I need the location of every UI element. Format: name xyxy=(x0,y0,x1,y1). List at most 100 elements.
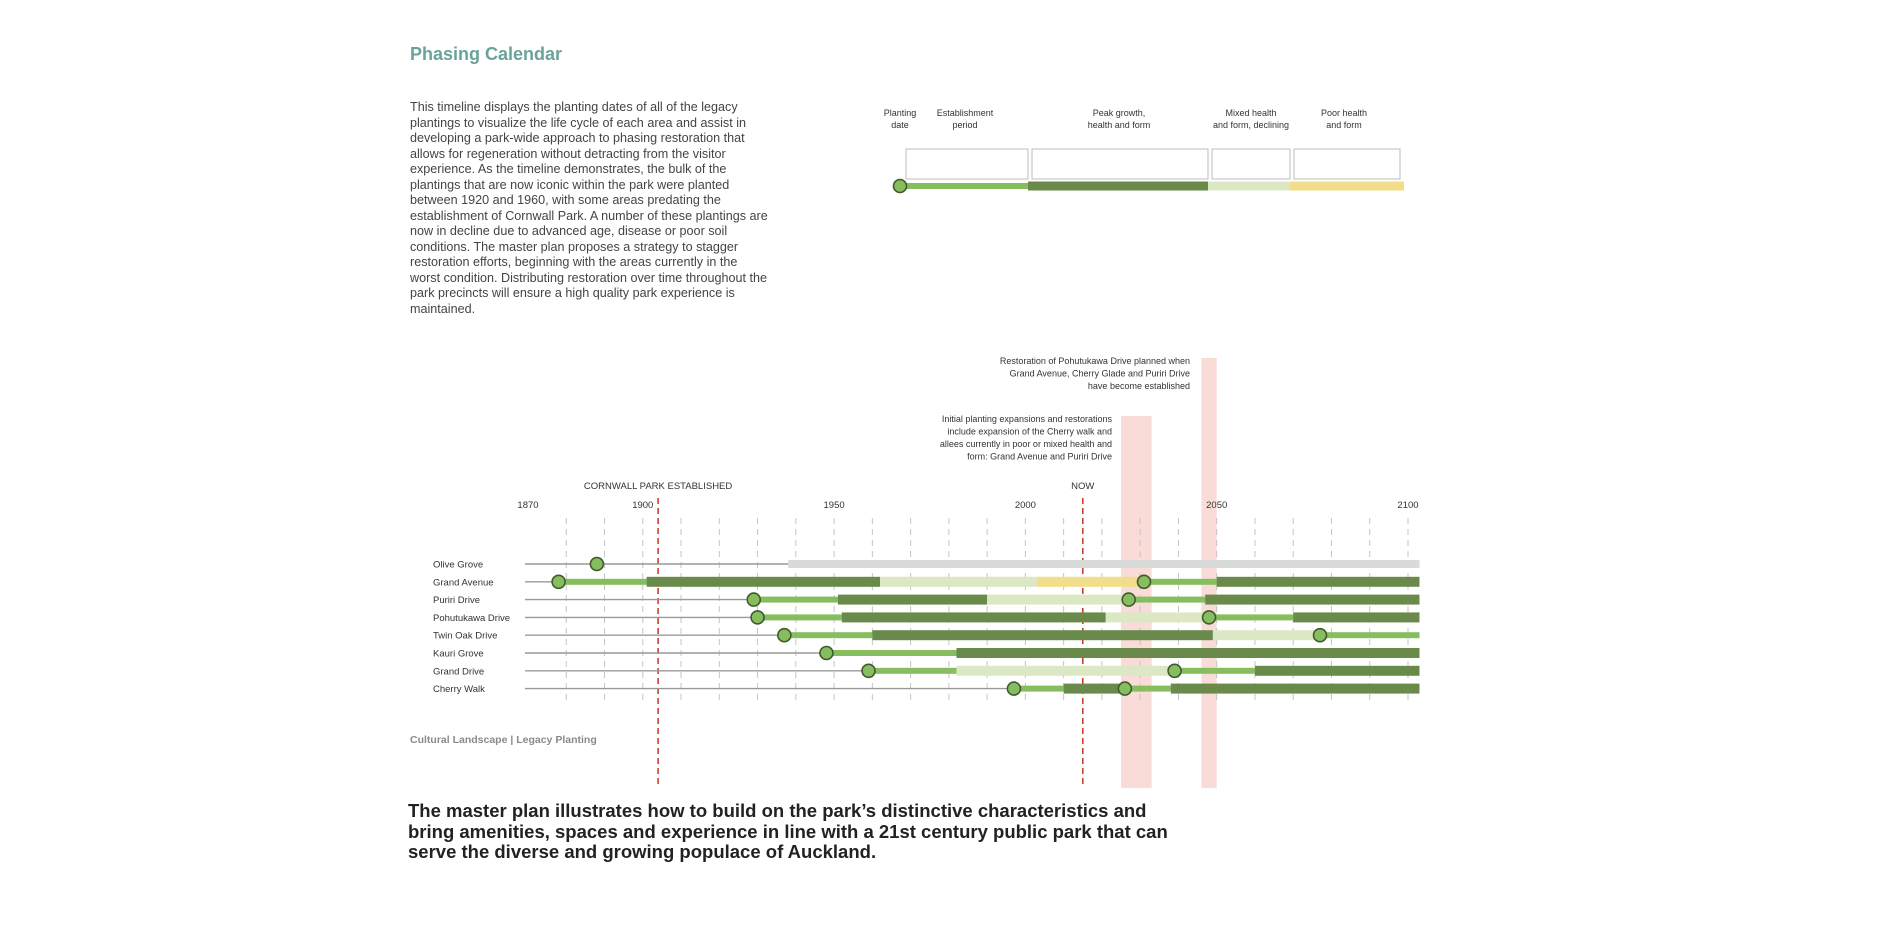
segment-establishment xyxy=(1013,685,1064,692)
legend-label: Mixed health xyxy=(1225,108,1276,118)
planting-marker xyxy=(1167,663,1182,679)
segment-establishment xyxy=(1144,578,1217,585)
legend-label: and form xyxy=(1326,120,1362,130)
timeline-row: Olive Grove xyxy=(433,556,1420,572)
timeline-row: Grand Drive xyxy=(433,663,1420,679)
x-tick-label: 2050 xyxy=(1206,500,1227,511)
segment-establishment xyxy=(1320,632,1420,639)
segment-establishment xyxy=(757,614,842,621)
timeline-row: Grand Avenue xyxy=(433,574,1420,590)
x-axis: 1870 1900 1950 2000 2050 2100 xyxy=(517,500,1418,511)
event-label: CORNWALL PARK ESTABLISHED xyxy=(584,481,732,492)
planting-marker xyxy=(1201,610,1217,625)
timeline-row: Puriri Drive xyxy=(433,592,1420,607)
row-label: Grand Drive xyxy=(433,666,484,677)
segment-establishment xyxy=(826,650,957,656)
legend-swatch-mixed xyxy=(1208,181,1294,191)
row-label: Pohutukawa Drive xyxy=(433,613,510,624)
legend-swatch-peak xyxy=(1028,181,1212,191)
page-title: Phasing Calendar xyxy=(410,44,563,64)
annotation-text: form: Grand Avenue and Puriri Drive xyxy=(967,452,1112,462)
row-label: Cherry Walk xyxy=(433,684,485,695)
segment-establishment xyxy=(1128,596,1206,603)
segment-establishment xyxy=(1209,614,1294,621)
legend-marker xyxy=(892,178,908,194)
planting-marker xyxy=(1117,681,1133,696)
event-label: NOW xyxy=(1071,481,1094,492)
planting-marker xyxy=(819,645,834,661)
planting-marker xyxy=(750,610,765,625)
planting-marker xyxy=(1136,574,1152,590)
segment-peak xyxy=(1170,683,1420,694)
segment-grey xyxy=(788,560,1420,568)
timeline-row: Cherry Walk xyxy=(433,681,1420,696)
segment-peak xyxy=(1293,612,1420,623)
legend-box xyxy=(1211,148,1291,180)
legend-label: period xyxy=(952,120,977,130)
planting-marker xyxy=(861,663,876,679)
legend-box xyxy=(1031,148,1209,180)
segment-establishment xyxy=(753,596,838,603)
row-label: Olive Grove xyxy=(433,560,483,571)
planting-marker xyxy=(1312,627,1328,643)
legend-swatch-poor xyxy=(1290,181,1404,191)
legend-swatch-establishment xyxy=(902,183,1032,189)
planting-marker xyxy=(1006,681,1022,696)
highlight-bands xyxy=(1121,358,1217,788)
grid-lines xyxy=(565,518,1409,700)
segment-mixed xyxy=(1105,612,1210,623)
segment-mixed xyxy=(987,594,1129,605)
kicker-statement: The master plan illustrates how to build… xyxy=(408,800,1168,862)
annotation-text: Initial planting expansions and restorat… xyxy=(942,414,1113,424)
segment-peak xyxy=(1205,594,1420,605)
segment-establishment xyxy=(868,667,957,674)
timeline-row: Kauri Grove xyxy=(433,645,1420,661)
segment-mixed xyxy=(956,665,1175,676)
planting-marker xyxy=(1121,592,1136,607)
annotation-text: Restoration of Pohutukawa Drive planned … xyxy=(1000,356,1190,366)
timeline-row: Twin Oak Drive xyxy=(433,627,1420,643)
annotation-text: include expansion of the Cherry walk and xyxy=(947,427,1112,437)
legend-box xyxy=(1293,148,1401,180)
legend-label: Poor health xyxy=(1321,108,1367,118)
segment-peak xyxy=(837,594,988,605)
x-tick-label: 2000 xyxy=(1015,500,1036,511)
segment-establishment xyxy=(1124,685,1171,692)
segment-establishment xyxy=(1174,667,1255,674)
timeline-row: Pohutukawa Drive xyxy=(433,610,1420,625)
segment-peak xyxy=(1216,576,1420,587)
legend-box xyxy=(905,148,1029,180)
annotation-text: have become established xyxy=(1088,381,1190,391)
segment-peak xyxy=(956,648,1420,658)
segment-mixed xyxy=(880,576,1037,587)
planting-marker xyxy=(551,574,566,590)
row-label: Kauri Grove xyxy=(433,649,484,660)
row-label: Twin Oak Drive xyxy=(433,631,497,642)
row-label: Grand Avenue xyxy=(433,577,494,588)
legend: Planting date Establishment period Peak grow… xyxy=(884,108,1404,194)
segment-establishment xyxy=(558,578,647,585)
x-tick-label: 1900 xyxy=(632,500,653,511)
segment-mixed xyxy=(1212,630,1320,641)
legend-label: Peak growth, xyxy=(1093,108,1146,118)
segment-peak xyxy=(872,630,1213,641)
row-label: Puriri Drive xyxy=(433,595,480,606)
planting-marker xyxy=(777,627,792,643)
segment-establishment xyxy=(784,632,873,639)
planting-marker xyxy=(746,592,762,607)
segment-peak xyxy=(841,612,1106,623)
legend-label: date xyxy=(891,120,909,130)
annotations: Restoration of Pohutukawa Drive planned … xyxy=(940,356,1190,462)
annotation-text: Grand Avenue, Cherry Glade and Puriri Dr… xyxy=(1010,369,1190,379)
planting-marker xyxy=(589,556,605,572)
legend-label: and form, declining xyxy=(1213,120,1289,130)
segment-peak xyxy=(646,576,880,587)
x-tick-label: 2100 xyxy=(1397,500,1418,511)
segment-peak xyxy=(1063,683,1125,694)
legend-label: health and form xyxy=(1088,120,1151,130)
timeline-rows: Olive Grove Grand Avenue Puriri Drive Pohut… xyxy=(433,556,1420,696)
segment-poor xyxy=(1036,576,1144,587)
segment-peak xyxy=(1254,665,1420,676)
x-tick-label: 1950 xyxy=(824,500,845,511)
